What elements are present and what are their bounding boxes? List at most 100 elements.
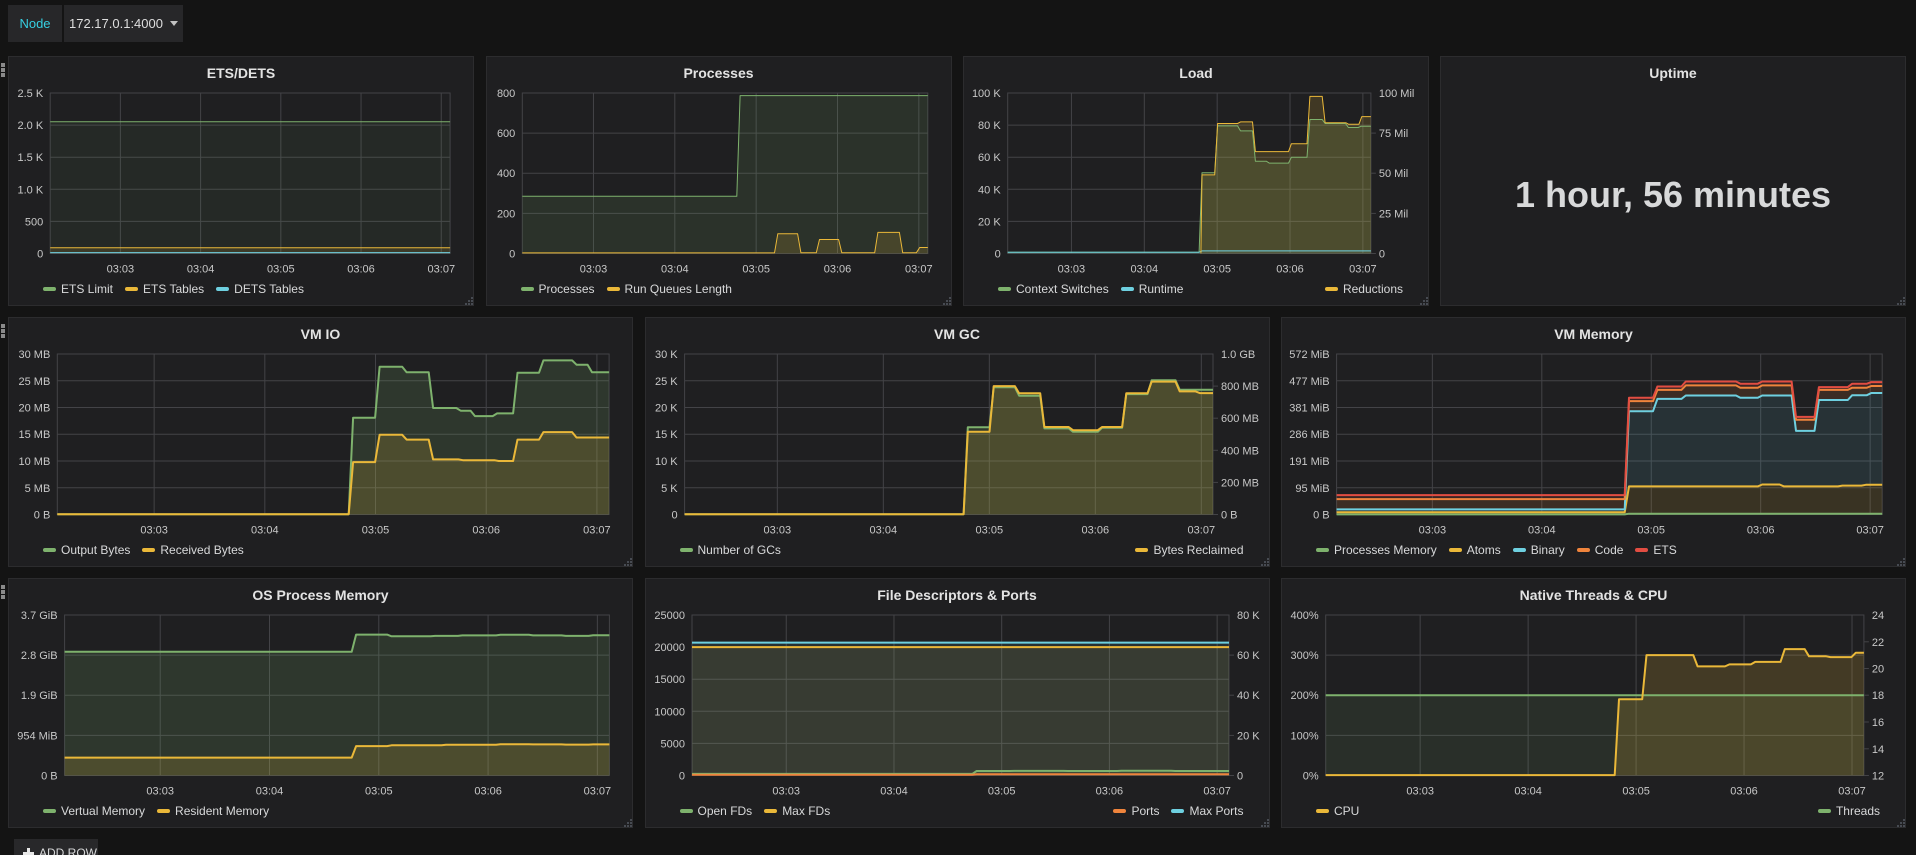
svg-text:03:07: 03:07 xyxy=(1187,525,1215,537)
svg-text:600: 600 xyxy=(496,128,514,140)
svg-text:191 MiB: 191 MiB xyxy=(1289,456,1329,468)
svg-text:200 MB: 200 MB xyxy=(1221,477,1259,489)
svg-text:300%: 300% xyxy=(1291,650,1319,662)
svg-text:03:04: 03:04 xyxy=(256,786,284,798)
svg-text:15 MB: 15 MB xyxy=(19,429,51,441)
svg-text:286 MiB: 286 MiB xyxy=(1289,429,1329,441)
svg-text:03:03: 03:03 xyxy=(1058,264,1086,276)
svg-text:03:07: 03:07 xyxy=(905,264,933,276)
svg-text:03:04: 03:04 xyxy=(187,264,215,276)
svg-text:14: 14 xyxy=(1872,744,1884,756)
svg-text:5000: 5000 xyxy=(660,738,684,750)
svg-text:25 MB: 25 MB xyxy=(19,376,51,388)
svg-text:75 Mil: 75 Mil xyxy=(1379,128,1408,140)
svg-text:03:05: 03:05 xyxy=(975,525,1003,537)
svg-text:20000: 20000 xyxy=(654,642,685,654)
svg-text:03:06: 03:06 xyxy=(472,525,500,537)
svg-text:0: 0 xyxy=(37,249,43,261)
svg-text:25 Mil: 25 Mil xyxy=(1379,208,1408,220)
svg-text:2.0 K: 2.0 K xyxy=(18,120,44,132)
svg-text:03:03: 03:03 xyxy=(772,786,800,798)
svg-text:60 K: 60 K xyxy=(1237,650,1260,662)
svg-text:572 MiB: 572 MiB xyxy=(1289,349,1329,361)
svg-text:03:03: 03:03 xyxy=(146,786,174,798)
svg-text:0%: 0% xyxy=(1303,771,1319,783)
svg-text:600 MB: 600 MB xyxy=(1221,413,1259,425)
svg-text:03:06: 03:06 xyxy=(1276,264,1304,276)
svg-text:1.0 K: 1.0 K xyxy=(18,184,44,196)
svg-text:20 K: 20 K xyxy=(1237,730,1260,742)
svg-text:100 K: 100 K xyxy=(972,88,1001,100)
svg-text:2.5 K: 2.5 K xyxy=(18,88,44,100)
svg-text:20 K: 20 K xyxy=(978,216,1001,228)
svg-text:03:05: 03:05 xyxy=(362,525,390,537)
svg-text:400 MB: 400 MB xyxy=(1221,445,1259,457)
svg-text:20 MB: 20 MB xyxy=(19,403,51,415)
svg-text:400: 400 xyxy=(496,168,514,180)
svg-text:03:05: 03:05 xyxy=(365,786,393,798)
svg-text:5 MB: 5 MB xyxy=(25,483,51,495)
svg-text:18: 18 xyxy=(1872,690,1884,702)
svg-text:0: 0 xyxy=(671,510,677,522)
svg-text:0 B: 0 B xyxy=(1313,510,1330,522)
svg-text:80 K: 80 K xyxy=(1237,610,1260,622)
svg-text:500: 500 xyxy=(25,216,43,228)
svg-text:0: 0 xyxy=(1379,249,1385,261)
svg-text:400%: 400% xyxy=(1291,610,1319,622)
svg-text:03:05: 03:05 xyxy=(1203,264,1231,276)
svg-text:3.7 GiB: 3.7 GiB xyxy=(21,610,58,622)
svg-text:40 K: 40 K xyxy=(978,184,1001,196)
svg-text:1.9 GiB: 1.9 GiB xyxy=(21,690,58,702)
svg-text:03:06: 03:06 xyxy=(474,786,502,798)
svg-text:03:04: 03:04 xyxy=(661,264,689,276)
svg-text:5 K: 5 K xyxy=(661,483,678,495)
svg-text:800 MB: 800 MB xyxy=(1221,381,1259,393)
svg-text:100%: 100% xyxy=(1291,730,1319,742)
svg-text:03:05: 03:05 xyxy=(742,264,770,276)
svg-text:03:03: 03:03 xyxy=(140,525,168,537)
svg-text:15000: 15000 xyxy=(654,674,685,686)
svg-text:03:04: 03:04 xyxy=(1514,786,1542,798)
svg-text:22: 22 xyxy=(1872,637,1884,649)
svg-text:200%: 200% xyxy=(1291,690,1319,702)
svg-text:20 K: 20 K xyxy=(654,403,677,415)
svg-text:0: 0 xyxy=(1237,771,1243,783)
svg-text:800: 800 xyxy=(496,88,514,100)
svg-text:03:03: 03:03 xyxy=(1406,786,1434,798)
svg-text:03:06: 03:06 xyxy=(1730,786,1758,798)
svg-text:10 K: 10 K xyxy=(654,456,677,468)
svg-text:03:03: 03:03 xyxy=(763,525,791,537)
svg-text:60 K: 60 K xyxy=(978,152,1001,164)
svg-text:30 K: 30 K xyxy=(654,349,677,361)
svg-text:03:07: 03:07 xyxy=(428,264,456,276)
svg-text:477 MiB: 477 MiB xyxy=(1289,376,1329,388)
svg-text:0: 0 xyxy=(678,771,684,783)
svg-text:25 K: 25 K xyxy=(654,376,677,388)
svg-text:200: 200 xyxy=(496,208,514,220)
svg-text:10 MB: 10 MB xyxy=(19,456,51,468)
svg-text:03:04: 03:04 xyxy=(869,525,897,537)
svg-text:12: 12 xyxy=(1872,771,1884,783)
svg-text:03:07: 03:07 xyxy=(584,786,612,798)
svg-text:03:06: 03:06 xyxy=(1095,786,1123,798)
svg-text:0 B: 0 B xyxy=(34,510,51,522)
svg-text:03:05: 03:05 xyxy=(1637,525,1665,537)
svg-text:40 K: 40 K xyxy=(1237,690,1260,702)
svg-text:25000: 25000 xyxy=(654,610,685,622)
svg-text:03:05: 03:05 xyxy=(267,264,295,276)
svg-text:2.8 GiB: 2.8 GiB xyxy=(21,650,58,662)
svg-text:0 B: 0 B xyxy=(1221,510,1238,522)
svg-text:95 MiB: 95 MiB xyxy=(1295,483,1329,495)
svg-text:03:06: 03:06 xyxy=(1081,525,1109,537)
svg-text:03:06: 03:06 xyxy=(347,264,375,276)
svg-text:03:05: 03:05 xyxy=(987,786,1015,798)
svg-text:100 Mil: 100 Mil xyxy=(1379,88,1414,100)
svg-text:03:03: 03:03 xyxy=(579,264,607,276)
svg-text:03:07: 03:07 xyxy=(1203,786,1231,798)
svg-text:0 B: 0 B xyxy=(41,771,58,783)
svg-text:0: 0 xyxy=(509,249,515,261)
svg-text:16: 16 xyxy=(1872,717,1884,729)
svg-text:30 MB: 30 MB xyxy=(19,349,51,361)
svg-text:1.0 GB: 1.0 GB xyxy=(1221,349,1255,361)
svg-text:03:03: 03:03 xyxy=(1419,525,1447,537)
